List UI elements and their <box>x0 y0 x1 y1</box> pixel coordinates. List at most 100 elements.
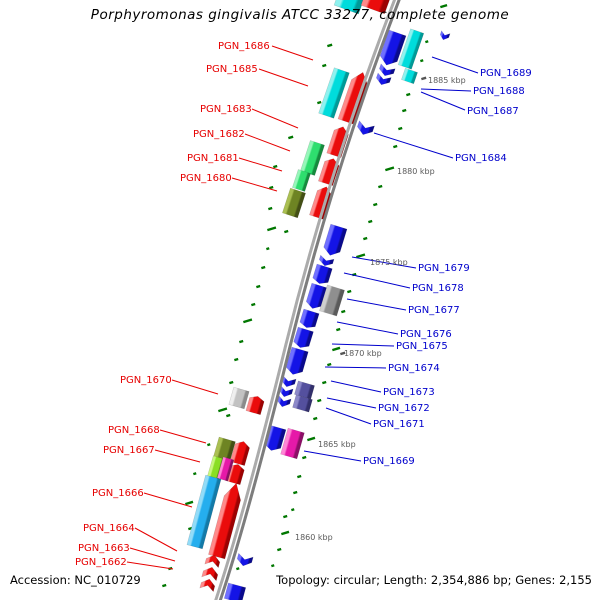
gene-PGN_1688-b[interactable] <box>378 63 396 78</box>
minor-tick <box>228 380 234 385</box>
minor-tick <box>385 166 395 172</box>
gene-PGN_1682[interactable] <box>300 140 325 176</box>
gene-label-PGN_1676[interactable]: PGN_1676 <box>400 329 452 340</box>
gene-group <box>292 394 313 413</box>
gene-label-PGN_1679[interactable]: PGN_1679 <box>418 263 470 274</box>
gene-gene-top-cyan[interactable] <box>333 0 365 15</box>
leader-line-PGN_1678 <box>343 272 411 289</box>
minor-tick <box>306 436 316 442</box>
gene-label-PGN_1670[interactable]: PGN_1670 <box>120 375 172 386</box>
gene-group <box>186 474 222 550</box>
gene-PGN_1685[interactable] <box>337 70 371 125</box>
gene-label-PGN_1686[interactable]: PGN_1686 <box>218 41 270 52</box>
gene-label-PGN_1683[interactable]: PGN_1683 <box>200 104 252 115</box>
minor-tick <box>162 583 167 588</box>
minor-tick <box>271 564 275 568</box>
gene-PGN_1681[interactable] <box>292 169 311 192</box>
minor-tick <box>327 362 332 367</box>
gene-PGN_1688[interactable] <box>378 29 407 68</box>
minor-tick <box>193 472 197 476</box>
gene-label-PGN_1689[interactable]: PGN_1689 <box>480 68 532 79</box>
minor-tick <box>301 455 307 460</box>
gene-gene-red-small-1[interactable] <box>245 394 265 416</box>
gene-label-PGN_1677[interactable]: PGN_1677 <box>408 305 460 316</box>
minor-tick <box>282 514 288 519</box>
gene-PGN_1684[interactable] <box>355 120 375 138</box>
leader-line-PGN_1684 <box>373 132 454 159</box>
minor-tick <box>347 289 352 294</box>
leader-line-PGN_1683 <box>251 108 299 129</box>
gene-gene-blue-3[interactable] <box>305 282 328 311</box>
gene-PGN_1662[interactable] <box>199 577 216 593</box>
gene-label-PGN_1688[interactable]: PGN_1688 <box>473 86 525 97</box>
minor-tick <box>267 206 273 211</box>
gene-label-PGN_1668[interactable]: PGN_1668 <box>108 425 160 436</box>
gene-label-PGN_1667[interactable]: PGN_1667 <box>103 445 155 456</box>
minor-tick <box>293 490 298 495</box>
gene-PGN_1669[interactable] <box>280 427 305 460</box>
minor-tick <box>393 144 398 149</box>
gene-label-PGN_1663[interactable]: PGN_1663 <box>78 543 130 554</box>
gene-PGN_1678[interactable] <box>312 263 333 286</box>
gene-PGN_1689[interactable] <box>397 28 425 70</box>
leader-line-PGN_1663 <box>129 547 176 562</box>
gene-group <box>397 28 425 70</box>
gene-PGN_1672[interactable] <box>294 380 315 400</box>
gene-PGN_1677[interactable] <box>319 284 345 317</box>
gene-group <box>360 0 391 15</box>
gene-PGN_1675[interactable] <box>293 326 314 350</box>
gene-PGN_1679-b[interactable] <box>318 254 335 268</box>
gene-PGN_1666[interactable] <box>186 474 222 550</box>
minor-tick <box>402 108 407 113</box>
gene-PGN_1670[interactable] <box>228 386 250 410</box>
gene-gene-blue-bottom-tri[interactable] <box>236 552 254 568</box>
gene-PGN_1672-b[interactable] <box>292 394 313 413</box>
gene-label-PGN_1684[interactable]: PGN_1684 <box>455 153 507 164</box>
gene-label-PGN_1680[interactable]: PGN_1680 <box>180 173 232 184</box>
gene-group <box>228 386 250 410</box>
minor-tick <box>273 164 278 169</box>
gene-label-PGN_1685[interactable]: PGN_1685 <box>206 64 258 75</box>
gene-gene-red-long[interactable] <box>208 481 244 560</box>
gene-PGN_1663[interactable] <box>201 565 220 582</box>
gene-label-PGN_1678[interactable]: PGN_1678 <box>412 283 464 294</box>
ruler-label-1865-kbp: 1865 kbp <box>318 440 356 449</box>
gene-label-PGN_1673[interactable]: PGN_1673 <box>383 387 435 398</box>
leader-line-PGN_1668 <box>159 429 207 444</box>
gene-label-PGN_1662[interactable]: PGN_1662 <box>75 557 127 568</box>
gene-label-PGN_1671[interactable]: PGN_1671 <box>373 419 425 430</box>
gene-PGN_1676[interactable] <box>299 308 320 330</box>
gene-label-PGN_1674[interactable]: PGN_1674 <box>388 363 440 374</box>
gene-group <box>305 282 328 311</box>
gene-group <box>300 140 325 176</box>
gene-gene-blue-bottom[interactable] <box>223 582 247 600</box>
gene-label-PGN_1675[interactable]: PGN_1675 <box>396 341 448 352</box>
leader-line-PGN_1675 <box>331 343 395 347</box>
gene-PGN_1680[interactable] <box>282 187 306 219</box>
minor-tick <box>238 339 244 344</box>
gene-PGN_1689-b[interactable] <box>401 67 418 85</box>
gene-label-PGN_1681[interactable]: PGN_1681 <box>187 153 239 164</box>
minor-tick <box>420 59 424 63</box>
gene-PGN_1687[interactable] <box>375 72 392 87</box>
minor-tick <box>256 284 261 289</box>
gene-gene-red-small-2[interactable] <box>229 439 251 466</box>
gene-PGN_1679[interactable] <box>322 223 348 258</box>
minor-tick <box>322 380 327 385</box>
gene-PGN_1683[interactable] <box>318 67 350 119</box>
gene-gene-top-red[interactable] <box>360 0 391 15</box>
gene-gene-fragment-navy[interactable] <box>439 30 451 41</box>
minor-tick <box>280 530 290 536</box>
gene-PGN_1664[interactable] <box>204 553 221 569</box>
gene-label-PGN_1666[interactable]: PGN_1666 <box>92 488 144 499</box>
gene-label-PGN_1687[interactable]: PGN_1687 <box>467 106 519 117</box>
minor-tick <box>313 416 318 421</box>
gene-label-PGN_1664[interactable]: PGN_1664 <box>83 523 135 534</box>
gene-PGN_1667-b[interactable] <box>216 456 235 482</box>
gene-label-PGN_1682[interactable]: PGN_1682 <box>193 129 245 140</box>
gene-label-PGN_1672[interactable]: PGN_1672 <box>378 403 430 414</box>
leader-line-PGN_1676 <box>336 321 399 335</box>
minor-tick <box>363 236 368 241</box>
gene-group <box>294 380 315 400</box>
gene-label-PGN_1669[interactable]: PGN_1669 <box>363 456 415 467</box>
